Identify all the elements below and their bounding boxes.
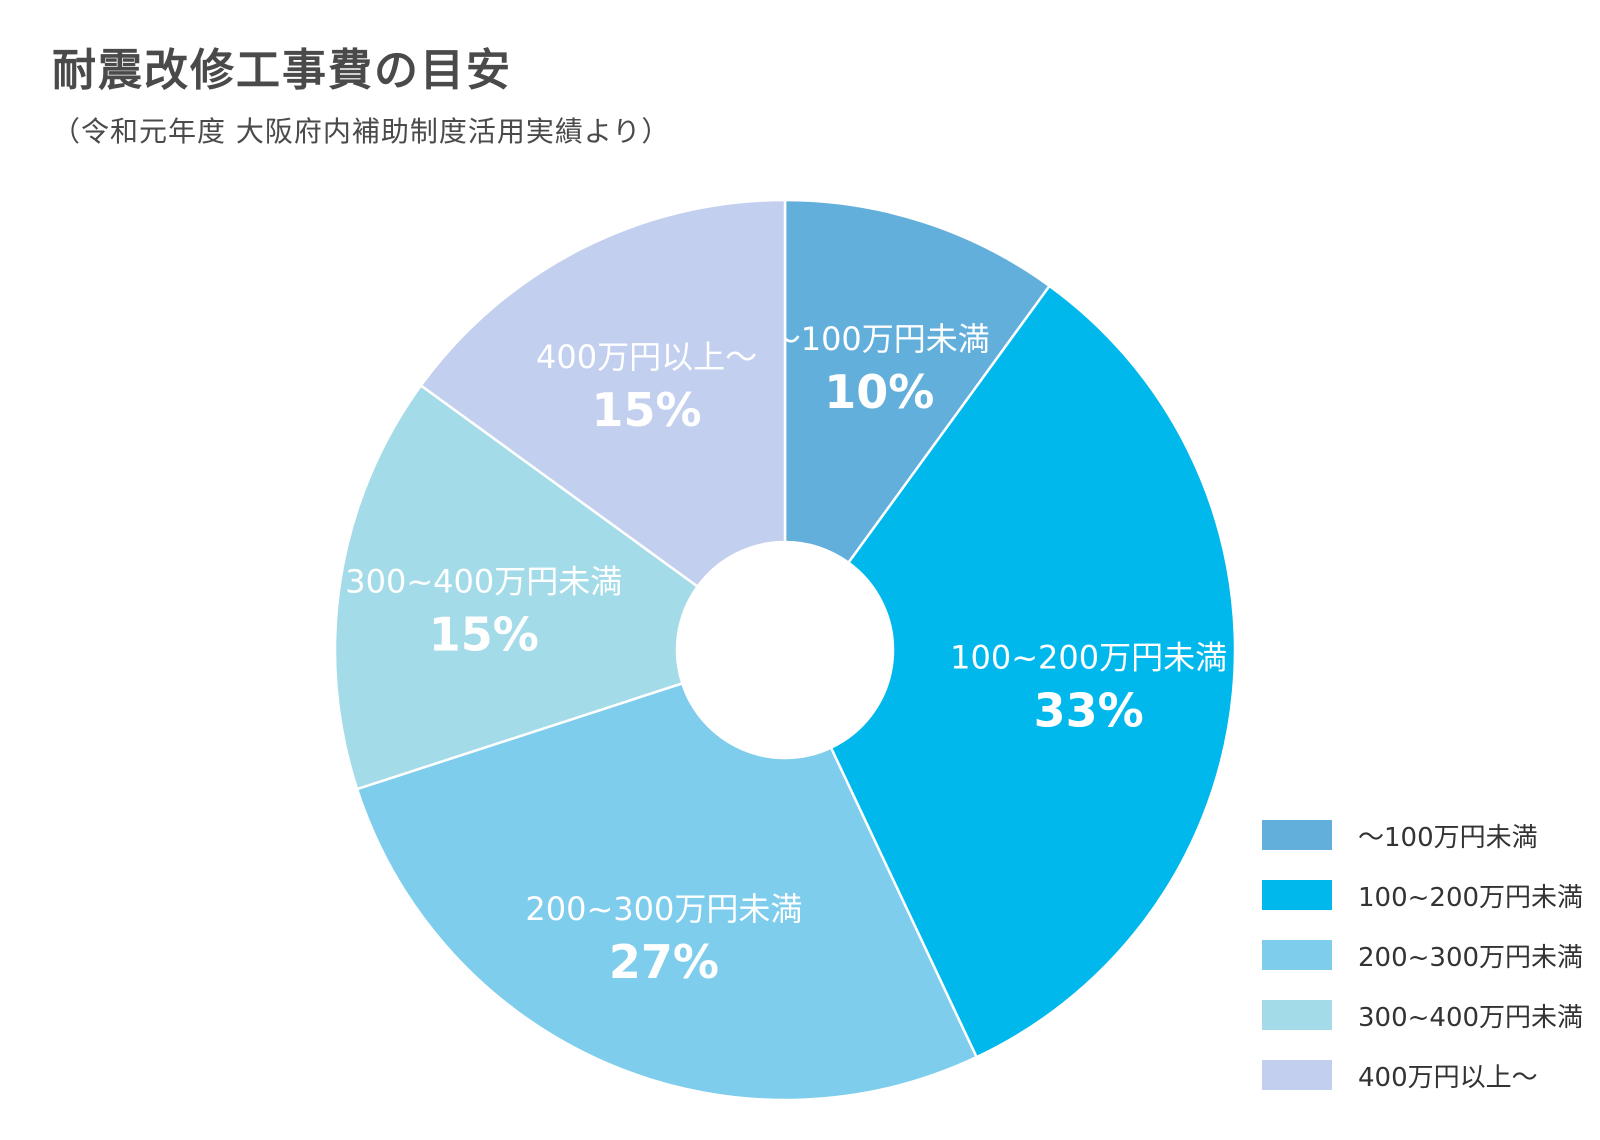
slice-category-label: 200~300万円未満	[525, 890, 802, 928]
legend-swatch	[1262, 1060, 1332, 1090]
slice-category-label: 100~200万円未満	[950, 639, 1227, 677]
legend-label: 200~300万円未満	[1358, 942, 1584, 973]
slice-value-label: 27%	[609, 935, 719, 989]
legend-item: 100~200万円未満	[1262, 880, 1583, 913]
slice-category-label: 400万円以上～	[536, 338, 757, 376]
legend-swatch	[1262, 820, 1332, 850]
legend-item: 200~300万円未満	[1262, 940, 1583, 973]
pie-slice	[355, 681, 979, 1102]
legend-item: 400万円以上～	[1262, 1060, 1583, 1093]
slice-value-label: 10%	[824, 365, 934, 419]
chart-title: 耐震改修工事費の目安	[52, 45, 512, 96]
pie-slice	[333, 383, 700, 791]
legend-label: 100~200万円未満	[1358, 882, 1584, 913]
slice-category-label: ～100万円未満	[769, 320, 990, 358]
legend-label: 300~400万円未満	[1358, 1002, 1584, 1033]
legend-swatch	[1262, 1000, 1332, 1030]
pie-slice	[783, 198, 1052, 565]
legend-label: 400万円以上～	[1358, 1062, 1538, 1093]
slice-value-label: 15%	[429, 607, 539, 661]
slice-category-label: 300~400万円未満	[345, 562, 622, 600]
legend-label: ～100万円未満	[1358, 822, 1538, 853]
legend-item: 300~400万円未満	[1262, 1000, 1583, 1033]
slice-value-label: 33%	[1034, 684, 1144, 738]
legend-item: ～100万円未満	[1262, 820, 1583, 853]
chart-subtitle: （令和元年度 大阪府内補助制度活用実績より）	[52, 115, 671, 148]
pie-slice	[829, 284, 1237, 1059]
legend: ～100万円未満 100~200万円未満 200~300万円未満 300~400…	[1262, 820, 1583, 1093]
slice-value-label: 15%	[591, 383, 701, 437]
legend-swatch	[1262, 880, 1332, 910]
legend-swatch	[1262, 940, 1332, 970]
pie-slice	[419, 198, 787, 589]
